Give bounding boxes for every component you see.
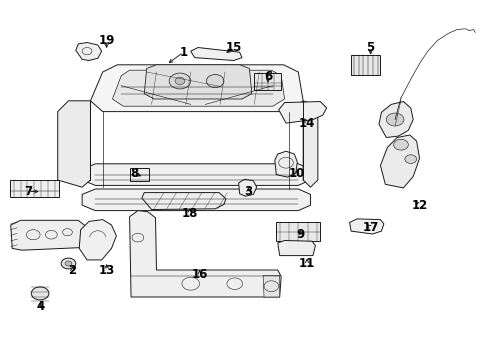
Text: 18: 18: [181, 207, 198, 220]
Polygon shape: [82, 164, 310, 185]
Text: 7: 7: [24, 185, 32, 198]
Polygon shape: [129, 211, 281, 297]
Circle shape: [61, 258, 76, 269]
Text: 3: 3: [244, 185, 252, 198]
Text: 19: 19: [98, 34, 115, 47]
Text: 14: 14: [298, 117, 315, 130]
Polygon shape: [274, 151, 297, 177]
Text: 10: 10: [288, 167, 305, 180]
Polygon shape: [58, 101, 90, 187]
Polygon shape: [90, 65, 303, 112]
Circle shape: [31, 287, 49, 300]
Bar: [10, 180, 59, 197]
Circle shape: [169, 73, 190, 89]
Polygon shape: [76, 42, 102, 60]
Polygon shape: [303, 101, 317, 187]
Polygon shape: [349, 219, 383, 234]
Polygon shape: [11, 220, 87, 250]
Text: 6: 6: [264, 70, 271, 83]
Text: 11: 11: [298, 257, 315, 270]
Text: 12: 12: [410, 199, 427, 212]
Circle shape: [175, 77, 184, 85]
Bar: [254, 73, 281, 90]
Bar: [129, 168, 149, 181]
Text: 16: 16: [191, 268, 207, 281]
Polygon shape: [378, 102, 412, 138]
Circle shape: [386, 113, 403, 126]
Text: 2: 2: [68, 264, 76, 277]
Polygon shape: [82, 189, 310, 211]
Polygon shape: [263, 275, 279, 297]
Polygon shape: [238, 179, 256, 196]
Circle shape: [404, 155, 416, 163]
Text: 15: 15: [225, 41, 242, 54]
Polygon shape: [142, 193, 225, 210]
Text: 9: 9: [296, 228, 304, 241]
Polygon shape: [190, 48, 242, 60]
Polygon shape: [144, 65, 251, 99]
Text: 5: 5: [366, 41, 374, 54]
Polygon shape: [79, 220, 116, 260]
Bar: [276, 222, 320, 241]
Text: 13: 13: [98, 264, 115, 277]
Polygon shape: [380, 135, 419, 188]
Circle shape: [393, 139, 407, 150]
Text: 1: 1: [179, 46, 187, 59]
Text: 17: 17: [362, 221, 378, 234]
Polygon shape: [112, 70, 284, 106]
Circle shape: [65, 261, 72, 266]
Circle shape: [206, 75, 224, 87]
Bar: [350, 55, 380, 75]
Polygon shape: [278, 102, 326, 123]
Text: 8: 8: [130, 167, 138, 180]
Text: 4: 4: [36, 300, 44, 313]
Polygon shape: [277, 240, 315, 256]
